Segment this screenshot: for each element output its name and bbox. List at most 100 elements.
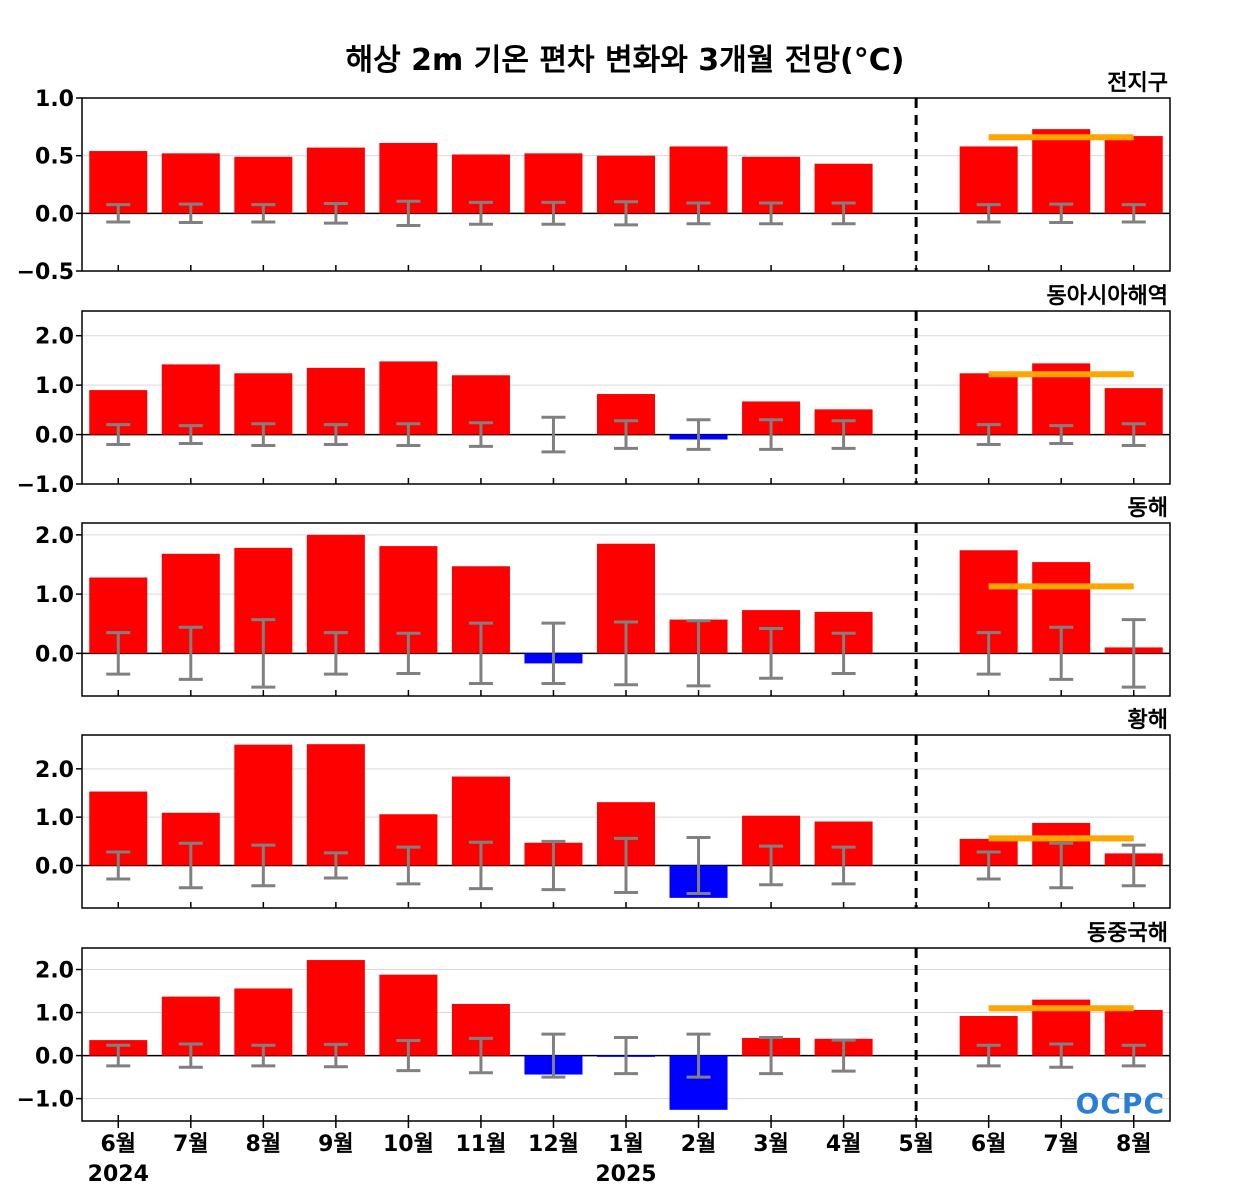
error-bar-0-3 [323, 202, 348, 225]
y-tick-label: 1.0 [35, 87, 74, 112]
error-bar-2-10 [831, 631, 856, 675]
bar-3-3 [306, 744, 365, 866]
error-bar-0-5 [468, 200, 493, 226]
ocpc-logo: OCPC [1076, 1087, 1165, 1120]
error-bar-1-3 [323, 423, 348, 446]
bar-0-14 [1104, 136, 1163, 214]
year-label: 2025 [595, 1162, 656, 1187]
panel-title: 동아시아해역 [1047, 284, 1168, 309]
y-tick-label: 0.0 [35, 854, 74, 879]
error-bar-3-7 [614, 836, 638, 895]
panel-title: 동중국해 [1087, 921, 1168, 946]
error-bar-4-12 [976, 1043, 1001, 1068]
error-bar-4-6 [541, 1032, 566, 1079]
y-tick-label: 1.0 [35, 806, 74, 831]
error-bar-2-4 [396, 631, 421, 675]
y-tick-label: 2.0 [35, 758, 74, 783]
error-bar-0-8 [686, 201, 711, 226]
y-tick-label: 0.0 [35, 424, 74, 449]
error-bar-4-1 [178, 1042, 203, 1069]
x-tick-label: 2월 [681, 1132, 717, 1157]
error-bar-3-14 [1121, 843, 1146, 888]
bar-4-3 [306, 960, 365, 1056]
error-bar-1-12 [976, 423, 1001, 446]
panel-frame [81, 310, 1171, 485]
y-tick-label: 2.0 [35, 524, 74, 549]
error-bar-4-0 [106, 1043, 131, 1068]
y-tick-label: 1.0 [35, 1002, 74, 1027]
error-bar-1-9 [759, 418, 784, 451]
x-tick-label: 8월 [1116, 1132, 1152, 1157]
y-tick-label: 2.0 [35, 325, 74, 350]
error-bar-0-7 [614, 200, 638, 227]
error-bar-3-0 [106, 850, 131, 881]
error-bar-1-2 [251, 422, 276, 447]
error-bar-3-9 [759, 844, 784, 887]
error-bar-3-1 [178, 841, 203, 890]
error-bar-0-14 [1121, 203, 1146, 224]
error-bar-2-13 [1049, 625, 1074, 681]
error-bar-1-6 [541, 415, 566, 454]
x-tick-label: 3월 [753, 1132, 789, 1157]
error-bar-1-13 [1049, 424, 1074, 445]
error-bar-1-0 [106, 423, 131, 446]
error-bar-4-14 [1121, 1043, 1146, 1068]
error-bar-0-2 [251, 203, 276, 224]
error-bar-0-12 [976, 203, 1001, 224]
y-tick-label: −1.0 [17, 1088, 74, 1113]
error-bar-3-6 [541, 839, 566, 892]
y-tick-label: −0.5 [17, 260, 74, 285]
error-bar-4-13 [1049, 1042, 1074, 1069]
error-bar-0-0 [106, 203, 131, 224]
error-bar-3-13 [1049, 841, 1074, 890]
error-bar-1-7 [614, 419, 638, 450]
error-bar-3-3 [323, 851, 348, 880]
error-bar-0-4 [396, 199, 421, 227]
y-tick-label: 0.0 [35, 202, 74, 227]
bar-0-12 [959, 146, 1018, 214]
error-bar-0-10 [831, 201, 856, 226]
panel-frame [81, 734, 1171, 909]
error-bar-4-10 [831, 1038, 856, 1073]
x-axis: 6월 7월 8월 9월 10월 11월 12월 1월 2월 3월 4월 5월 6월 7월 8월 2024 202… [88, 1121, 1152, 1187]
error-bar-4-8 [686, 1032, 711, 1079]
error-bar-3-8 [686, 835, 711, 896]
bar-0-13 [1032, 129, 1091, 214]
y-tick-label: 0.0 [35, 642, 74, 667]
panel-3: 황해 2.0 1.0 0.0 [35, 708, 1171, 909]
error-bar-4-4 [396, 1039, 421, 1073]
y-tick-label: −1.0 [17, 473, 74, 498]
error-bar-2-9 [759, 626, 784, 680]
error-bar-3-2 [251, 843, 276, 888]
error-bar-0-9 [759, 201, 784, 226]
error-bar-2-1 [178, 625, 203, 681]
error-bar-4-2 [251, 1043, 276, 1068]
error-bar-0-13 [1049, 202, 1074, 225]
x-tick-label: 5월 [898, 1132, 934, 1157]
y-tick-label: 2.0 [35, 959, 74, 984]
error-bar-1-8 [686, 418, 711, 451]
y-tick-label: 0.5 [35, 145, 74, 170]
x-tick-label: 1월 [608, 1132, 644, 1157]
y-tick-label: 0.0 [35, 1045, 74, 1070]
bar-0-0 [89, 151, 148, 214]
panel-frame [81, 97, 1171, 272]
error-bar-2-7 [614, 620, 638, 687]
panel-4: 동중국해 2.0 1.0 0.0 −1.0 [17, 921, 1171, 1122]
x-tick-label: 9월 [318, 1132, 354, 1157]
error-bar-4-3 [323, 1042, 348, 1069]
x-tick-label: 4월 [826, 1132, 862, 1157]
chart-panels: 전지구 1.0 0.5 0.0 −0.5 동아시아해역 2.0 1.0 0.0 −1.0 동해 2.0… [17, 71, 1171, 1122]
year-label: 2024 [88, 1162, 149, 1187]
chart-title: 해상 2m 기온 편차 변화와 3개월 전망(°C) [346, 43, 905, 78]
x-tick-label: 6월 [971, 1132, 1007, 1157]
error-bar-2-12 [976, 631, 1001, 676]
x-tick-label: 7월 [173, 1132, 209, 1157]
error-bar-1-10 [831, 419, 856, 450]
error-bar-2-2 [251, 618, 276, 689]
y-tick-label: 1.0 [35, 374, 74, 399]
error-bar-3-5 [468, 840, 493, 891]
error-bar-2-14 [1121, 618, 1146, 689]
x-tick-label: 6월 [100, 1132, 136, 1157]
error-bar-1-5 [468, 421, 493, 448]
